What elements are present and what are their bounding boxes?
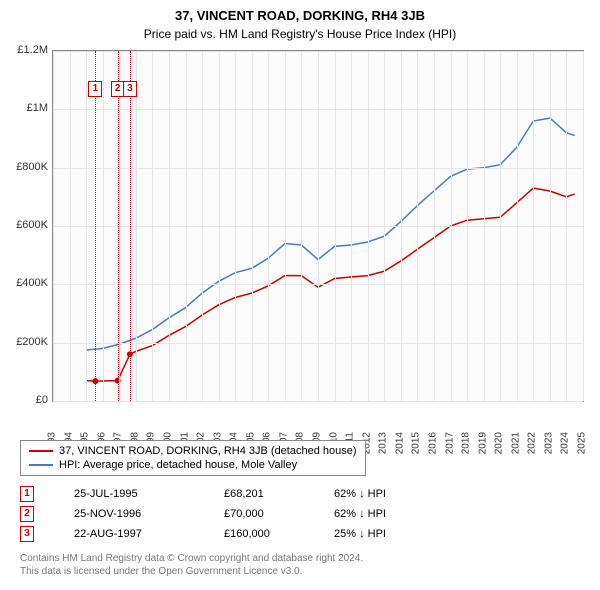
- x-tick-label: 2025: [577, 432, 588, 454]
- gridline-v: [86, 51, 87, 401]
- event-marker-line: [95, 51, 96, 401]
- sale-event-row: 2 25-NOV-1996£70,00062% ↓ HPI: [20, 504, 414, 524]
- gridline-v: [335, 51, 336, 401]
- legend: 37, VINCENT ROAD, DORKING, RH4 3JB (deta…: [20, 440, 366, 476]
- chart-subtitle: Price paid vs. HM Land Registry's House …: [0, 23, 600, 47]
- gridline-v: [53, 51, 54, 401]
- gridline-v: [119, 51, 120, 401]
- footer-line-1: Contains HM Land Registry data © Crown c…: [20, 552, 363, 565]
- gridline-v: [152, 51, 153, 401]
- x-tick-label: 2017: [444, 432, 455, 454]
- gridline-v: [434, 51, 435, 401]
- gridline-v: [70, 51, 71, 401]
- sale-event-price: £70,000: [224, 508, 334, 520]
- event-marker-tag: 1: [88, 81, 102, 97]
- sale-events-table: 1 25-JUL-1995£68,20162% ↓ HPI 2 25-NOV-1996…: [20, 484, 414, 544]
- legend-item: HPI: Average price, detached house, Mole…: [29, 458, 357, 472]
- sale-event-price: £160,000: [224, 528, 334, 540]
- legend-swatch: [29, 450, 53, 452]
- y-tick-label: £0: [0, 394, 48, 406]
- sale-event-row: 3 22-AUG-1997£160,00025% ↓ HPI: [20, 524, 414, 544]
- gridline-v: [533, 51, 534, 401]
- sale-event-tag: 3: [20, 526, 34, 542]
- chart-title: 37, VINCENT ROAD, DORKING, RH4 3JB: [0, 0, 600, 23]
- plot-area: 123: [52, 50, 584, 402]
- sale-event-pct: 62% ↓ HPI: [334, 488, 414, 500]
- gridline-v: [484, 51, 485, 401]
- legend-label: HPI: Average price, detached house, Mole…: [59, 459, 297, 471]
- gridline-v: [186, 51, 187, 401]
- y-tick-label: £1.2M: [0, 44, 48, 56]
- y-tick-label: £1M: [0, 102, 48, 114]
- event-marker-line: [118, 51, 119, 401]
- x-tick-label: 2021: [510, 432, 521, 454]
- x-tick-label: 2015: [411, 432, 422, 454]
- y-tick-label: £800K: [0, 161, 48, 173]
- gridline-v: [202, 51, 203, 401]
- sale-event-date: 22-AUG-1997: [74, 528, 224, 540]
- footer-attribution: Contains HM Land Registry data © Crown c…: [20, 552, 363, 578]
- legend-label: 37, VINCENT ROAD, DORKING, RH4 3JB (deta…: [59, 445, 357, 457]
- sale-event-tag: 2: [20, 506, 34, 522]
- x-tick-label: 2024: [560, 432, 571, 454]
- gridline-v: [103, 51, 104, 401]
- gridline-v: [285, 51, 286, 401]
- x-tick-label: 2022: [527, 432, 538, 454]
- sale-event-pct: 62% ↓ HPI: [334, 508, 414, 520]
- gridline-v: [301, 51, 302, 401]
- y-tick-label: £600K: [0, 219, 48, 231]
- gridline-v: [467, 51, 468, 401]
- gridline-v: [368, 51, 369, 401]
- gridline-v: [451, 51, 452, 401]
- event-marker-line: [130, 51, 131, 401]
- sale-event-date: 25-NOV-1996: [74, 508, 224, 520]
- x-tick-label: 2013: [378, 432, 389, 454]
- gridline-v: [550, 51, 551, 401]
- gridline-v: [500, 51, 501, 401]
- gridline-v: [517, 51, 518, 401]
- gridline-v: [566, 51, 567, 401]
- legend-item: 37, VINCENT ROAD, DORKING, RH4 3JB (deta…: [29, 444, 357, 458]
- legend-swatch: [29, 464, 53, 466]
- gridline-v: [583, 51, 584, 401]
- event-marker-tag: 3: [123, 81, 137, 97]
- x-tick-label: 2014: [394, 432, 405, 454]
- gridline-v: [401, 51, 402, 401]
- y-tick-label: £200K: [0, 336, 48, 348]
- gridline-v: [169, 51, 170, 401]
- sale-event-tag: 1: [20, 486, 34, 502]
- gridline-v: [136, 51, 137, 401]
- gridline-v: [351, 51, 352, 401]
- gridline-v: [417, 51, 418, 401]
- gridline-h: [53, 401, 583, 402]
- series-line-hpi: [86, 118, 575, 350]
- gridline-v: [219, 51, 220, 401]
- y-tick-label: £400K: [0, 277, 48, 289]
- x-tick-label: 2018: [461, 432, 472, 454]
- sale-event-row: 1 25-JUL-1995£68,20162% ↓ HPI: [20, 484, 414, 504]
- gridline-v: [235, 51, 236, 401]
- x-tick-label: 2020: [494, 432, 505, 454]
- x-tick-label: 2016: [427, 432, 438, 454]
- sale-event-price: £68,201: [224, 488, 334, 500]
- sale-event-date: 25-JUL-1995: [74, 488, 224, 500]
- chart-container: 37, VINCENT ROAD, DORKING, RH4 3JB Price…: [0, 0, 600, 590]
- x-tick-label: 2019: [477, 432, 488, 454]
- x-tick-label: 2023: [543, 432, 554, 454]
- gridline-v: [384, 51, 385, 401]
- gridline-v: [252, 51, 253, 401]
- gridline-v: [268, 51, 269, 401]
- gridline-v: [318, 51, 319, 401]
- sale-event-pct: 25% ↓ HPI: [334, 528, 414, 540]
- footer-line-2: This data is licensed under the Open Gov…: [20, 565, 363, 578]
